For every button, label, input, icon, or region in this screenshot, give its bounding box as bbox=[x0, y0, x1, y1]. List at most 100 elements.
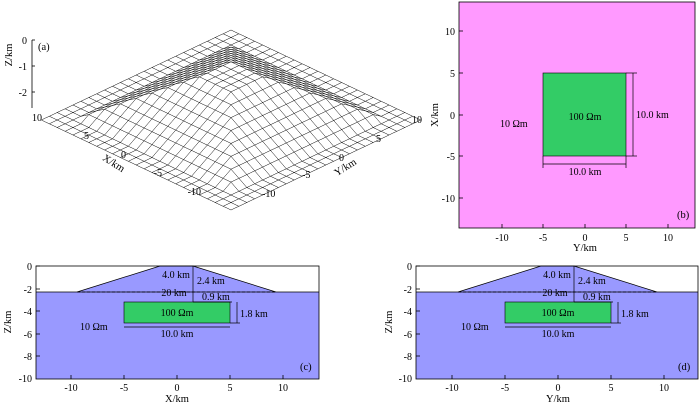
mesh-line bbox=[41, 119, 232, 211]
surface-mesh bbox=[41, 29, 421, 211]
x-tick-label: 5 bbox=[624, 233, 629, 244]
hill-top-label: 4.0 km bbox=[162, 270, 190, 281]
y-ticks bbox=[36, 265, 40, 357]
y-tick-label: -5 bbox=[302, 170, 310, 181]
background-resistivity-label: 10 Ωm bbox=[80, 322, 108, 333]
hill-base-label: 20 km bbox=[542, 288, 568, 299]
y-tick-label: 0 bbox=[407, 262, 412, 273]
mesh-line bbox=[88, 97, 279, 188]
y-axis-label: X/km bbox=[430, 103, 441, 127]
z-axis-label: Z/km bbox=[4, 44, 15, 67]
y-tick-label: -8 bbox=[24, 352, 32, 363]
x-tick-label: -5 bbox=[120, 383, 128, 394]
width-label: 10.0 km bbox=[542, 329, 575, 340]
mesh-line bbox=[207, 108, 398, 200]
y-tick-label: 0 bbox=[450, 111, 455, 122]
y-tick-label: -2 bbox=[24, 285, 32, 296]
y-ticks bbox=[416, 265, 420, 357]
background-resistivity-label: 10 Ωm bbox=[500, 119, 528, 130]
hill-height-label: 2.4 km bbox=[578, 276, 606, 287]
x-tick-label: 10 bbox=[32, 113, 42, 124]
y-tick-label: -10 bbox=[262, 189, 275, 200]
x-axis-label: Y/km bbox=[573, 243, 597, 254]
mesh-line bbox=[72, 104, 263, 196]
panel-b-label: (b) bbox=[677, 210, 690, 221]
x-tick-label: 5 bbox=[228, 383, 233, 394]
y-tick-label: -5 bbox=[447, 152, 455, 163]
depth-label: 0.9 km bbox=[583, 292, 611, 303]
y-tick-label: 0 bbox=[27, 262, 32, 273]
panel-a-3d-surface: 0 -1 -2 Z/km (a) 10 5 0 -5 -10 X/km 10 5… bbox=[4, 29, 422, 211]
mesh-line bbox=[167, 57, 358, 151]
y-tick-label: 10 bbox=[412, 115, 422, 126]
z-tick-label: -1 bbox=[19, 62, 27, 73]
y-tick-label: -4 bbox=[404, 307, 412, 318]
mesh-line bbox=[80, 101, 271, 192]
panel-a-label: (a) bbox=[38, 42, 50, 53]
mesh-line bbox=[88, 52, 279, 143]
y-tick-label: -10 bbox=[19, 374, 32, 385]
section-frame bbox=[415, 265, 699, 380]
plan-block bbox=[542, 72, 627, 157]
x-tick-label: -5 bbox=[539, 233, 547, 244]
y-tick-label: -10 bbox=[399, 374, 412, 385]
block-resistivity-label: 100 Ωm bbox=[542, 308, 575, 319]
x-tick-label: -10 bbox=[445, 383, 458, 394]
x-tick-label: 5 bbox=[84, 131, 89, 142]
mesh-line bbox=[57, 112, 247, 203]
x-axis-label: X/km bbox=[165, 394, 189, 405]
x-ticks bbox=[70, 375, 284, 379]
panel-d-yz-section: 4.0 km 2.4 km 20 km 0.9 km 1.8 km 100 Ωm… bbox=[384, 262, 699, 405]
width-label: 10.0 km bbox=[569, 167, 602, 178]
x-tick-label: -10 bbox=[64, 383, 77, 394]
section-frame bbox=[35, 265, 320, 380]
y-tick-label: -2 bbox=[404, 285, 412, 296]
mesh-line bbox=[167, 87, 358, 181]
width-label: 10.0 km bbox=[161, 329, 194, 340]
z-tick-label: -2 bbox=[19, 88, 27, 99]
section-block bbox=[123, 301, 231, 324]
mesh-line bbox=[207, 41, 398, 132]
depth-label: 0.9 km bbox=[202, 292, 230, 303]
mesh-line bbox=[104, 87, 295, 181]
block-resistivity-label: 100 Ωm bbox=[161, 308, 194, 319]
y-tick-label: 10 bbox=[445, 27, 455, 38]
hill-base-label: 20 km bbox=[161, 288, 187, 299]
x-tick-label: -10 bbox=[495, 233, 508, 244]
x-tick-label: 0 bbox=[175, 383, 180, 394]
z-tick-label: 0 bbox=[22, 36, 27, 47]
mesh-line bbox=[199, 104, 390, 196]
panel-d-label: (d) bbox=[678, 362, 691, 373]
x-tick-label: -5 bbox=[154, 168, 162, 179]
y-axis-label: Z/km bbox=[384, 311, 395, 334]
section-block bbox=[504, 301, 612, 324]
x-tick-label: 0 bbox=[556, 383, 561, 394]
mesh-line bbox=[222, 116, 413, 207]
x-tick-label: 0 bbox=[121, 150, 126, 161]
x-ticks bbox=[451, 375, 665, 379]
x-tick-label: 10 bbox=[663, 233, 673, 244]
x-tick-label: 10 bbox=[278, 383, 288, 394]
hill-height-label: 2.4 km bbox=[197, 276, 225, 287]
block-resistivity-label: 100 Ωm bbox=[569, 112, 602, 123]
mesh-line bbox=[191, 101, 382, 192]
y-tick-label: -4 bbox=[24, 307, 32, 318]
mesh-line bbox=[215, 112, 405, 203]
x-tick-label: 10 bbox=[659, 383, 669, 394]
y-tick-label: -6 bbox=[24, 330, 32, 341]
y-tick-label: 5 bbox=[376, 134, 381, 145]
mesh-line bbox=[64, 108, 255, 200]
mesh-line bbox=[230, 119, 421, 211]
x-tick-label: -5 bbox=[501, 383, 509, 394]
y-tick-label: -6 bbox=[404, 330, 412, 341]
thickness-label: 1.8 km bbox=[621, 309, 649, 320]
x-tick-label: 0 bbox=[583, 233, 588, 244]
y-tick-label: -10 bbox=[442, 194, 455, 205]
x-tick-label: -10 bbox=[188, 187, 201, 198]
x-tick-label: 5 bbox=[609, 383, 614, 394]
y-axis-label: Z/km bbox=[3, 311, 14, 334]
hill-top-label: 4.0 km bbox=[543, 270, 571, 281]
thickness-label: 1.8 km bbox=[240, 309, 268, 320]
